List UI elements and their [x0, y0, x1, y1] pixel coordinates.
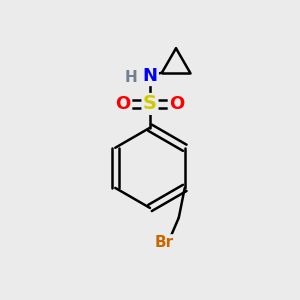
Text: S: S: [143, 94, 157, 113]
Text: H: H: [124, 70, 137, 85]
Text: O: O: [169, 95, 184, 113]
Text: N: N: [142, 67, 158, 85]
Text: O: O: [116, 95, 131, 113]
Text: Br: Br: [154, 236, 173, 250]
